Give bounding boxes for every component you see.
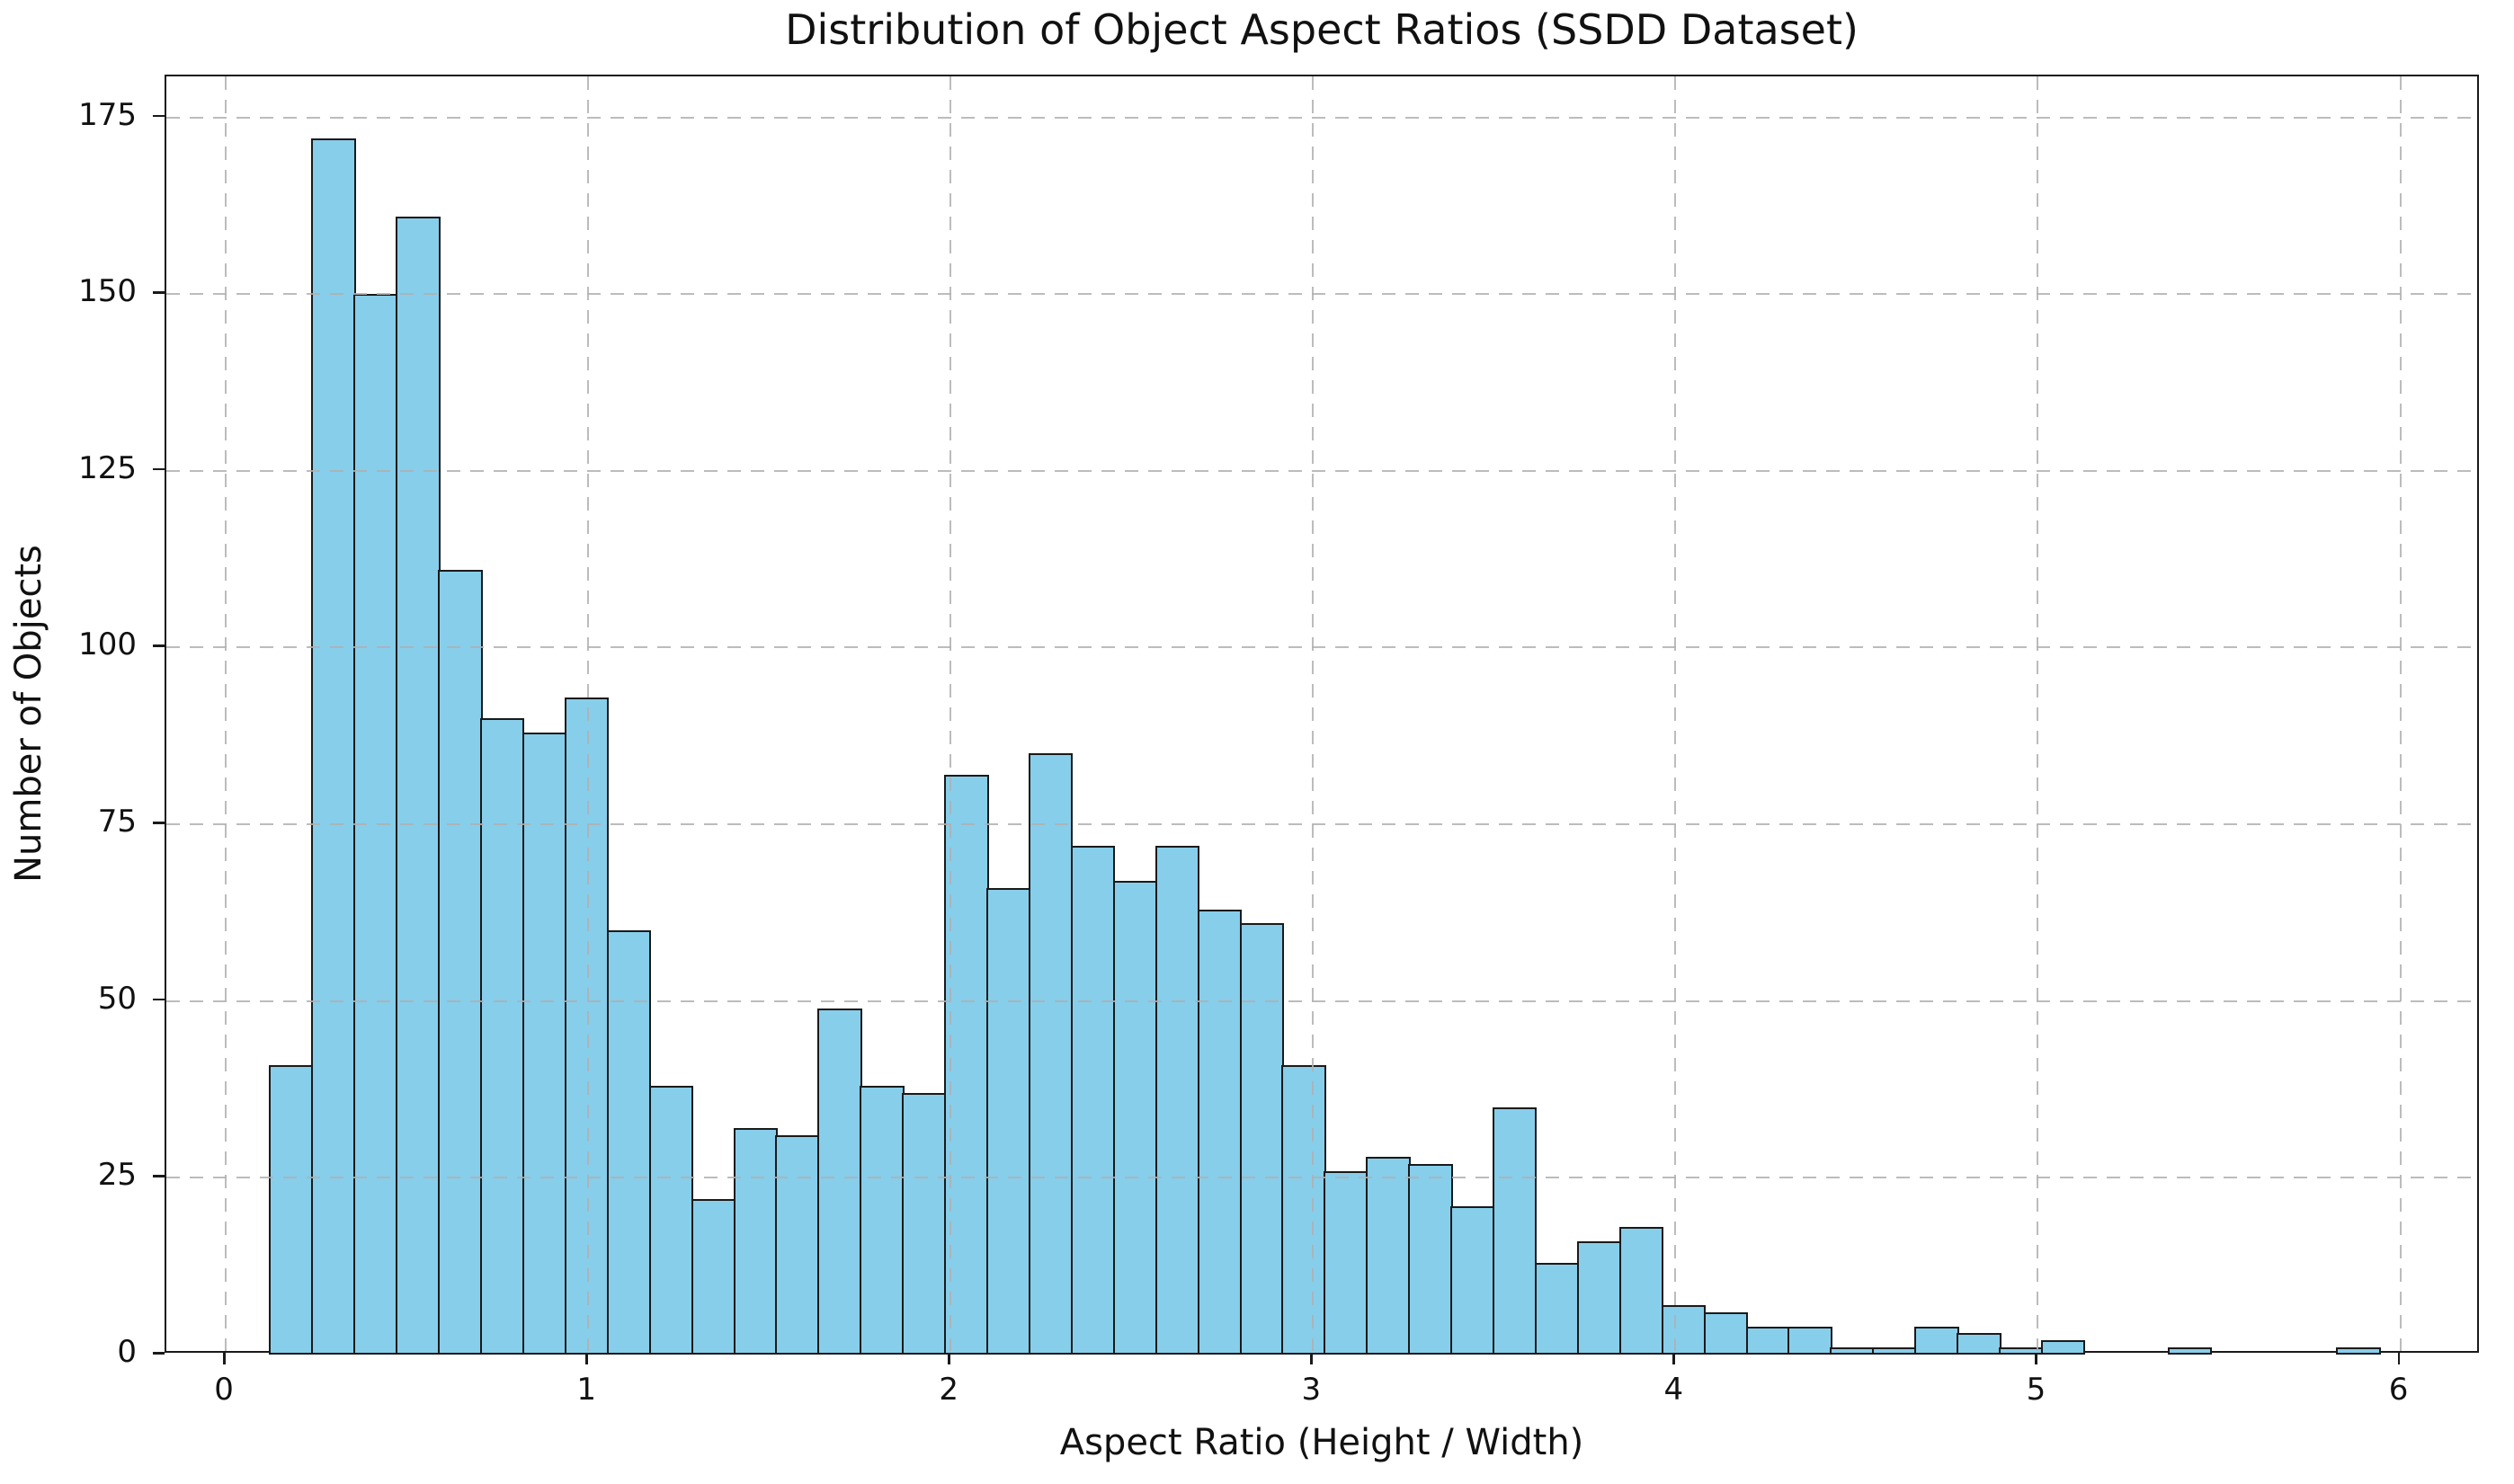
histogram-bar xyxy=(1450,1205,1495,1355)
histogram-bar xyxy=(2040,1340,2086,1355)
y-tick-mark xyxy=(153,291,165,294)
histogram-bar xyxy=(1618,1227,1664,1355)
histogram-bar xyxy=(1703,1311,1749,1355)
histogram-bar xyxy=(1534,1262,1580,1355)
gridline-y xyxy=(166,646,2477,649)
histogram-bar xyxy=(1281,1064,1326,1355)
histogram-bar xyxy=(648,1086,694,1355)
x-tick-mark xyxy=(1672,1353,1675,1364)
histogram-bar xyxy=(1197,909,1243,1355)
histogram-bar xyxy=(269,1064,314,1355)
y-tick-mark xyxy=(153,998,165,1001)
histogram-bar xyxy=(1070,845,1116,1355)
gridline-x xyxy=(949,76,952,1351)
histogram-bar xyxy=(1745,1326,1790,1355)
histogram-bar xyxy=(438,569,483,1355)
y-tick-mark xyxy=(153,1352,165,1355)
gridline-y xyxy=(166,1000,2477,1002)
y-tick-label: 75 xyxy=(97,804,137,840)
gridline-y xyxy=(166,116,2477,119)
histogram-bar xyxy=(1028,753,1074,1355)
y-tick-label: 100 xyxy=(78,626,137,663)
y-tick-label: 125 xyxy=(78,449,137,486)
gridline-y xyxy=(166,1177,2477,1179)
histogram-bar xyxy=(733,1128,778,1355)
histogram-bar xyxy=(860,1086,905,1355)
histogram-bar xyxy=(1154,845,1200,1355)
x-tick-label: 3 xyxy=(1301,1372,1322,1408)
histogram-bar xyxy=(944,775,989,1355)
histogram-bar xyxy=(1112,881,1158,1355)
x-axis-label: Aspect Ratio (Height / Width) xyxy=(1059,1422,1584,1463)
histogram-bar xyxy=(2167,1347,2213,1355)
histogram-bar xyxy=(1957,1333,2001,1355)
x-tick-label: 4 xyxy=(1663,1372,1684,1408)
x-tick-label: 1 xyxy=(576,1372,596,1408)
y-tick-label: 175 xyxy=(78,96,137,133)
x-tick-label: 0 xyxy=(214,1372,234,1408)
histogram-bar xyxy=(522,732,567,1355)
gridline-x xyxy=(1312,76,1315,1351)
gridline-x xyxy=(1674,76,1677,1351)
x-tick-mark xyxy=(223,1353,226,1364)
histogram-bar xyxy=(691,1198,736,1355)
histogram-bar xyxy=(775,1135,820,1355)
y-tick-label: 150 xyxy=(78,273,137,310)
histogram-bar xyxy=(564,697,610,1355)
x-tick-label: 2 xyxy=(939,1372,959,1408)
histogram-bar xyxy=(1872,1347,1917,1355)
x-tick-label: 6 xyxy=(2388,1372,2409,1408)
y-tick-label: 25 xyxy=(97,1157,137,1194)
gridline-x xyxy=(225,76,227,1351)
y-tick-mark xyxy=(153,467,165,471)
histogram-bar xyxy=(902,1092,947,1355)
histogram-bar xyxy=(1493,1106,1538,1355)
y-tick-mark xyxy=(153,114,165,118)
histogram-bar xyxy=(2336,1347,2381,1355)
y-tick-label: 50 xyxy=(97,980,137,1017)
histogram-bar xyxy=(396,216,441,1355)
chart-title: Distribution of Object Aspect Ratios (SS… xyxy=(785,5,1859,54)
histogram-bar xyxy=(1576,1241,1622,1355)
histogram-bar xyxy=(1830,1347,1875,1355)
histogram-bar xyxy=(311,138,356,1355)
x-tick-mark xyxy=(2397,1353,2401,1364)
gridline-y xyxy=(166,293,2477,296)
x-tick-label: 5 xyxy=(2026,1372,2046,1408)
x-tick-mark xyxy=(1310,1353,1313,1364)
x-tick-mark xyxy=(585,1353,588,1364)
y-tick-mark xyxy=(153,644,165,647)
histogram-bar xyxy=(1324,1170,1368,1355)
histogram-bar xyxy=(1366,1156,1411,1355)
y-tick-label: 0 xyxy=(117,1334,137,1370)
gridline-x xyxy=(2037,76,2039,1351)
histogram-bar xyxy=(1239,923,1284,1355)
x-tick-mark xyxy=(2035,1353,2037,1364)
histogram-bar xyxy=(1787,1326,1832,1355)
y-tick-mark xyxy=(153,822,165,824)
gridline-y xyxy=(166,823,2477,826)
y-tick-mark xyxy=(153,1175,165,1177)
histogram-bar xyxy=(986,887,1031,1355)
histogram-bar xyxy=(817,1008,862,1355)
histogram-bar xyxy=(1408,1163,1453,1355)
histogram-bar xyxy=(480,718,525,1355)
gridline-x xyxy=(587,76,590,1351)
gridline-x xyxy=(2399,76,2402,1351)
histogram-bar xyxy=(606,930,652,1355)
gridline-y xyxy=(166,469,2477,472)
x-tick-mark xyxy=(948,1353,950,1364)
plot-area xyxy=(165,75,2479,1355)
histogram-bar xyxy=(1661,1304,1707,1355)
histogram-bar xyxy=(1914,1326,1959,1355)
